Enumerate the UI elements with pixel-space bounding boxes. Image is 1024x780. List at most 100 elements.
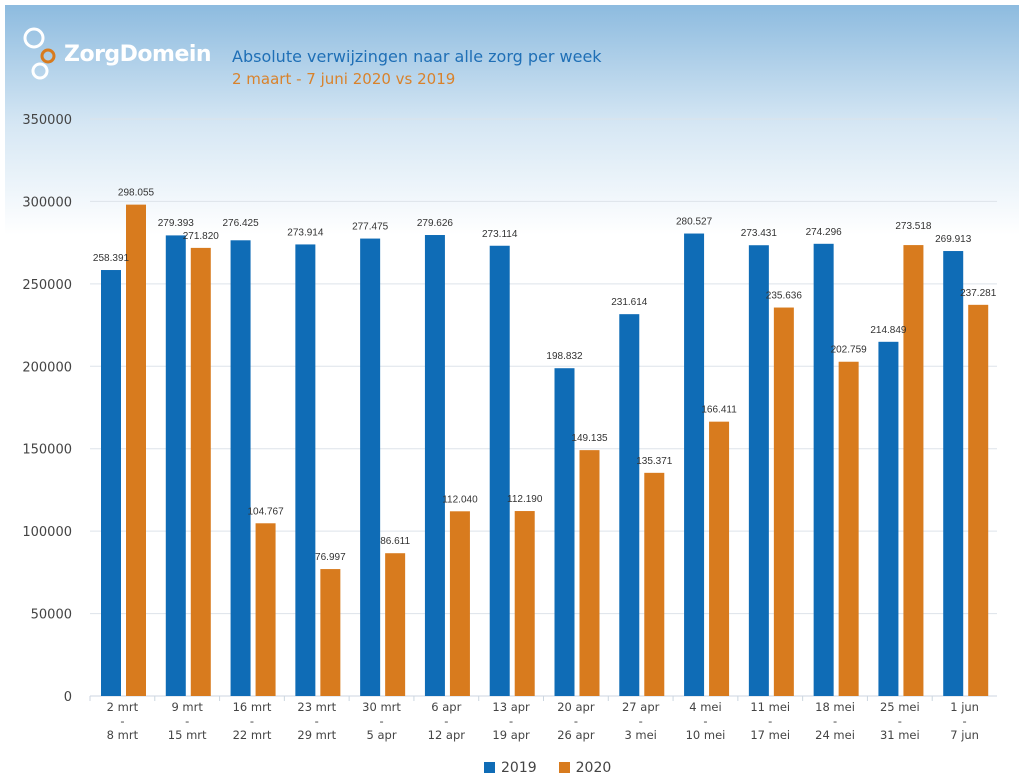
data-label: 279.626: [417, 218, 454, 229]
x-tick-label: 10 mei: [686, 728, 726, 742]
legend-swatch: [484, 762, 495, 773]
data-label: 271.820: [183, 231, 220, 242]
x-tick-label: -: [315, 714, 319, 728]
bar-2020: [449, 511, 470, 696]
x-tick-label: 20 apr: [557, 700, 595, 714]
data-label: 104.767: [247, 506, 284, 517]
x-tick-label: -: [963, 714, 967, 728]
data-label: 273.431: [741, 228, 778, 239]
legend-label: 2019: [501, 760, 537, 776]
bar-2020: [903, 245, 924, 696]
y-tick-label: 50000: [31, 608, 72, 623]
data-label: 237.281: [960, 288, 997, 299]
x-tick-label: 8 mrt: [107, 728, 139, 742]
x-tick-label: 30 mrt: [362, 700, 401, 714]
bar-2019: [554, 368, 575, 696]
x-tick-label: 4 mei: [689, 700, 721, 714]
x-tick-label: -: [444, 714, 448, 728]
x-tick-label: -: [898, 714, 902, 728]
x-tick-label: 22 mrt: [233, 728, 272, 742]
bar-2020: [838, 361, 859, 696]
bar-2020: [190, 247, 211, 696]
data-label: 258.391: [93, 253, 130, 264]
data-label: 269.913: [935, 234, 972, 245]
data-label: 273.914: [287, 227, 324, 238]
data-label: 198.832: [546, 351, 583, 362]
x-tick-label: 24 mei: [815, 728, 855, 742]
data-label: 112.190: [507, 494, 543, 505]
bar-2019: [813, 243, 834, 696]
data-label: 235.636: [766, 291, 803, 302]
y-tick-label: 0: [64, 690, 72, 705]
legend: 2019 2020: [484, 760, 611, 776]
x-tick-label: 18 mei: [815, 700, 855, 714]
y-tick-label: 250000: [22, 278, 72, 293]
y-tick-label: 350000: [22, 113, 72, 128]
legend-label: 2020: [575, 760, 612, 776]
x-tick-label: 23 mrt: [297, 700, 336, 714]
x-tick-label: 12 apr: [428, 728, 466, 742]
x-tick-label: 2 mrt: [107, 700, 139, 714]
data-label: 231.614: [611, 297, 648, 308]
data-label: 273.114: [482, 229, 518, 240]
bar-2019: [101, 270, 121, 696]
x-tick-label: -: [379, 714, 383, 728]
x-tick-label: 26 apr: [557, 728, 595, 742]
data-label: 276.425: [222, 218, 259, 229]
x-tick-label: 27 apr: [622, 700, 660, 714]
x-tick-label: 3 mei: [624, 728, 656, 742]
legend-item-2019[interactable]: 2019: [484, 760, 537, 776]
data-label: 273.518: [895, 221, 932, 232]
bar-2020: [773, 307, 794, 696]
data-label: 274.296: [806, 227, 843, 238]
x-tick-label: -: [120, 714, 124, 728]
bar-2019: [878, 341, 899, 696]
x-tick-label: 7 jun: [950, 728, 979, 742]
x-tick-label: -: [703, 714, 707, 728]
x-tick-label: -: [185, 714, 189, 728]
legend-item-2020[interactable]: 2020: [558, 760, 612, 776]
x-tick-label: 29 mrt: [297, 728, 336, 742]
bar-2019: [943, 251, 964, 696]
x-tick-label: 9 mrt: [171, 700, 203, 714]
bar-2020: [514, 511, 535, 696]
x-tick-label: 11 mei: [750, 700, 790, 714]
data-label: 277.475: [352, 222, 389, 233]
x-tick-label: 15 mrt: [168, 728, 207, 742]
data-label: 298.055: [118, 188, 155, 199]
bar-2020: [709, 421, 730, 696]
bar-2020: [644, 472, 665, 696]
bar-2019: [489, 245, 510, 696]
x-tick-label: -: [509, 714, 513, 728]
data-label: 166.411: [701, 405, 737, 416]
x-tick-label: -: [833, 714, 837, 728]
bar-2019: [360, 238, 381, 697]
bar-2020: [126, 204, 146, 696]
x-tick-label: 6 apr: [431, 700, 461, 714]
chart-title: Absolute verwijzingen naar alle zorg per…: [232, 47, 602, 66]
data-label: 280.527: [676, 217, 713, 228]
logo-text: ZorgDomein: [64, 42, 212, 67]
x-tick-label: -: [768, 714, 772, 728]
x-tick-label: -: [574, 714, 578, 728]
bar-2019: [295, 244, 316, 696]
bar-2019: [619, 314, 640, 696]
y-tick-label: 150000: [22, 443, 72, 458]
bar-2020: [255, 523, 276, 696]
bar-2020: [968, 304, 989, 696]
x-tick-label: 5 apr: [367, 728, 397, 742]
bar-2019: [230, 240, 251, 696]
x-tick-label: -: [250, 714, 254, 728]
bar-2020: [579, 450, 600, 696]
zorgdomein-logo-icon: [23, 27, 56, 80]
chart-subtitle: 2 maart - 7 juni 2020 vs 2019: [232, 70, 456, 88]
bar-2019: [748, 245, 769, 696]
data-label: 202.759: [831, 345, 868, 356]
data-label: 112.040: [442, 494, 478, 505]
y-tick-label: 100000: [22, 525, 72, 540]
x-tick-label: 25 mei: [880, 700, 920, 714]
bar-2019: [684, 233, 705, 697]
bar-2019: [165, 235, 186, 696]
x-tick-label: 19 apr: [492, 728, 530, 742]
